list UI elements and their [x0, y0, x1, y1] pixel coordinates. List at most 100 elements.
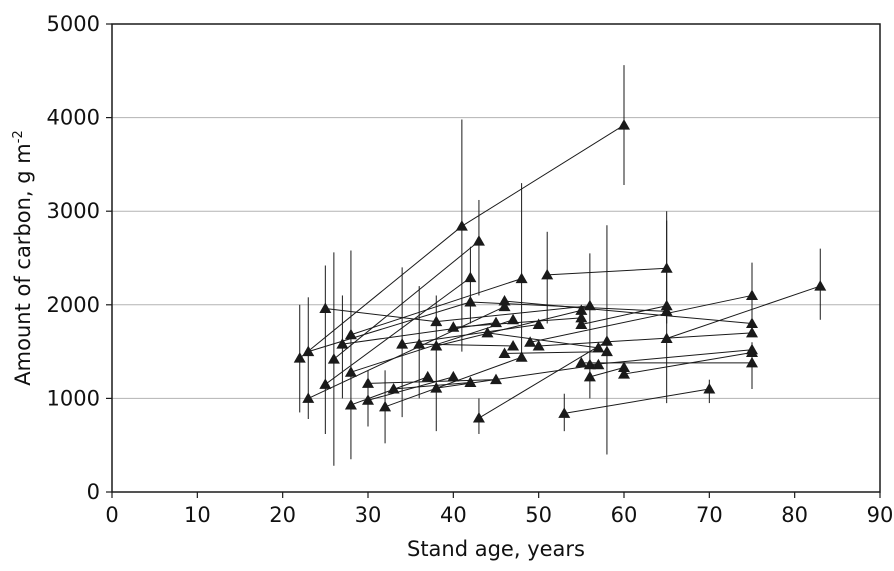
x-tick-label: 50 [525, 503, 552, 527]
data-point [464, 295, 477, 307]
data-point [515, 272, 528, 284]
data-point [746, 346, 758, 358]
connecting-line [350, 319, 514, 373]
connecting-line [333, 240, 480, 360]
data-point [583, 299, 596, 311]
data-point [379, 400, 392, 412]
plot-area-frame [111, 23, 881, 493]
data-point [575, 318, 588, 329]
data-point [447, 370, 460, 382]
connecting-line [487, 332, 599, 349]
x-tick-label: 60 [611, 503, 638, 527]
y-tick-label: 2000 [47, 293, 100, 317]
y-tick-label: 0 [87, 480, 100, 504]
data-point [362, 377, 374, 388]
data-point [302, 392, 315, 403]
data-point [583, 370, 596, 382]
x-axis-title: Stand age, years [407, 537, 585, 561]
data-point [344, 328, 357, 340]
y-tick-label: 5000 [47, 12, 100, 36]
connecting-line [623, 352, 753, 375]
data-point [344, 366, 357, 377]
data-point [430, 339, 443, 351]
data-point [524, 336, 537, 347]
connecting-line [530, 294, 753, 343]
data-points [293, 119, 827, 423]
data-point [396, 338, 409, 349]
data-point [464, 376, 477, 387]
y-tick-label: 4000 [47, 106, 100, 130]
y-tick-label: 1000 [47, 386, 100, 410]
x-tick-label: 70 [696, 503, 723, 527]
data-point [319, 378, 332, 389]
y-axis-title-text: Amount of carbon, g m [11, 143, 35, 385]
connecting-line [666, 285, 821, 339]
connecting-line [325, 277, 471, 385]
connecting-line [402, 323, 539, 345]
data-point [618, 361, 630, 373]
data-point [618, 119, 630, 130]
connecting-line [299, 225, 463, 359]
data-point [746, 317, 758, 329]
data-point [464, 271, 477, 283]
x-tick-label: 90 [867, 503, 894, 527]
data-point [472, 412, 485, 423]
data-point [575, 356, 588, 368]
data-point [327, 353, 340, 364]
x-tick-label: 40 [440, 503, 467, 527]
data-point [515, 351, 528, 362]
data-point [344, 398, 357, 410]
data-point [498, 300, 511, 312]
data-point [575, 311, 588, 323]
data-point [421, 370, 434, 382]
data-point [362, 394, 374, 405]
data-point [583, 358, 596, 370]
data-point [618, 368, 630, 379]
data-point [532, 339, 545, 351]
data-point [387, 383, 400, 394]
data-point [814, 280, 827, 291]
data-point [575, 304, 588, 315]
connecting-line [367, 379, 497, 384]
data-point [447, 321, 460, 332]
data-point [541, 268, 554, 280]
y-tick-label: 3000 [47, 199, 100, 223]
x-tick-label: 80 [781, 503, 808, 527]
connecting-line [308, 301, 471, 353]
data-point [498, 295, 511, 306]
data-point [532, 318, 545, 329]
connecting-line [589, 349, 753, 366]
data-point [490, 316, 502, 328]
x-tick-label: 0 [105, 503, 118, 527]
connecting-line [581, 305, 667, 325]
connecting-line [325, 308, 437, 323]
connecting-line [538, 332, 753, 347]
x-tick-label: 10 [184, 503, 211, 527]
data-point [507, 313, 520, 325]
y-axis-ticks: 0 1000 2000 3000 4000 5000 [47, 12, 112, 504]
data-point [746, 326, 758, 338]
data-point [455, 220, 468, 231]
data-point [660, 262, 673, 273]
x-tick-label: 30 [355, 503, 382, 527]
y-axis-title-superscript: -2 [11, 130, 26, 143]
data-point [558, 407, 571, 418]
data-point [481, 326, 494, 338]
data-point [507, 339, 520, 351]
data-point [746, 289, 758, 300]
connecting-line [504, 300, 753, 325]
data-point [660, 299, 673, 311]
x-tick-label: 20 [269, 503, 296, 527]
data-point [490, 373, 502, 385]
connecting-line [478, 340, 608, 419]
connecting-line [384, 356, 522, 408]
data-point [600, 345, 613, 357]
data-point [498, 347, 511, 358]
x-axis-ticks: 0 10 20 30 40 50 60 70 80 90 [105, 492, 893, 527]
data-point [660, 332, 673, 343]
connecting-line [393, 381, 471, 390]
connecting-line [367, 376, 454, 401]
